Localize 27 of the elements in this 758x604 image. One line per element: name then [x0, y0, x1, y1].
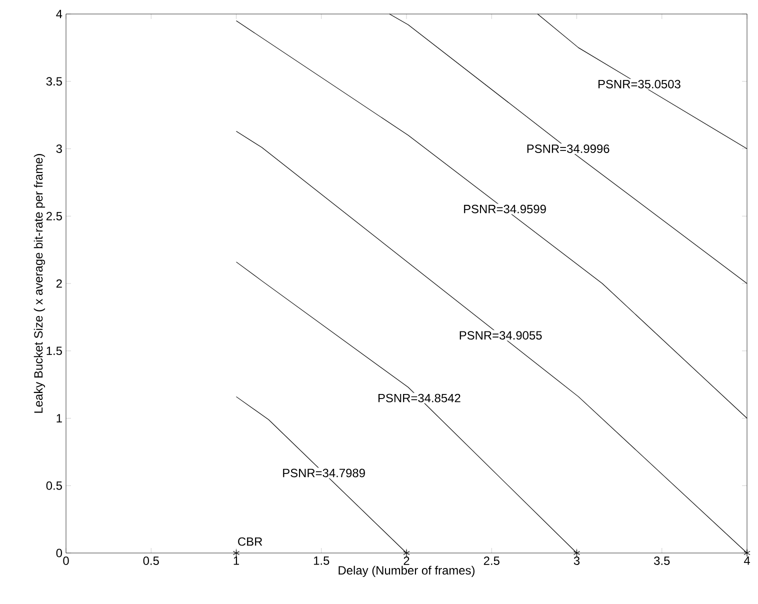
x-tick-label: 2.5 [484, 556, 500, 565]
series-label: PSNR=34.9599 [464, 204, 546, 214]
y-tick-label: 2 [56, 279, 62, 288]
x-tick-label: 3.5 [654, 556, 670, 565]
y-tick-label: 0 [56, 548, 62, 558]
series-label: PSNR=34.7989 [283, 468, 365, 478]
series-label: PSNR=35.0503 [598, 80, 680, 88]
x-tick-label: 1.5 [314, 556, 330, 565]
y-tick-label: 3.5 [46, 77, 62, 86]
x-tick-label: 3 [574, 556, 580, 565]
x-tick-label: 2 [404, 556, 410, 565]
series-label: CBR [238, 537, 262, 546]
x-tick-label: 4 [744, 556, 750, 565]
y-tick-label: 0.5 [46, 481, 62, 490]
x-axis-title: Delay (Number of frames) [338, 566, 474, 577]
series-label: PSNR=34.9055 [460, 331, 542, 340]
x-tick-label: 0.5 [143, 556, 159, 565]
x-tick-label: 0 [63, 556, 69, 565]
y-axis-title: Leaky Bucket Size ( x average bit-rate per frame) [34, 154, 46, 413]
y-tick-label: 3 [56, 144, 62, 153]
y-tick-label: 1.5 [46, 346, 62, 356]
y-tick-label: 1 [56, 414, 62, 422]
x-tick-label: 1 [234, 556, 239, 565]
y-tick-label: 2.5 [46, 212, 62, 220]
series-label: PSNR=34.8542 [378, 394, 460, 402]
series-label: PSNR=34.9996 [527, 144, 610, 153]
y-tick-label: 4 [56, 10, 62, 18]
